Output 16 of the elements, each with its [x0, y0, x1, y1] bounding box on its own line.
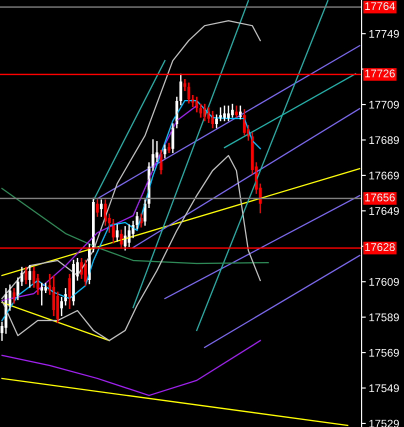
y-tick-label: 17749 [369, 30, 399, 38]
ref-line-label: 17656 [365, 194, 395, 202]
y-tick-label: 17609 [369, 278, 399, 286]
y-tick-label: 17709 [369, 100, 399, 109]
y-tick-label: 17649 [369, 207, 399, 215]
y-tick-label: 17589 [369, 313, 399, 322]
ref-line-label: 17764 [365, 2, 395, 10]
y-tick-label: 17549 [369, 384, 399, 392]
y-tick-label: 17689 [369, 136, 399, 144]
ref-line-label: 17628 [365, 243, 395, 252]
y-tick-label: 17569 [369, 348, 399, 357]
y-tick-label: 17669 [369, 172, 399, 180]
line-series [1, 340, 261, 396]
line-series [1, 188, 269, 264]
ref-line-label: 17726 [365, 70, 395, 78]
line-series [1, 100, 261, 322]
